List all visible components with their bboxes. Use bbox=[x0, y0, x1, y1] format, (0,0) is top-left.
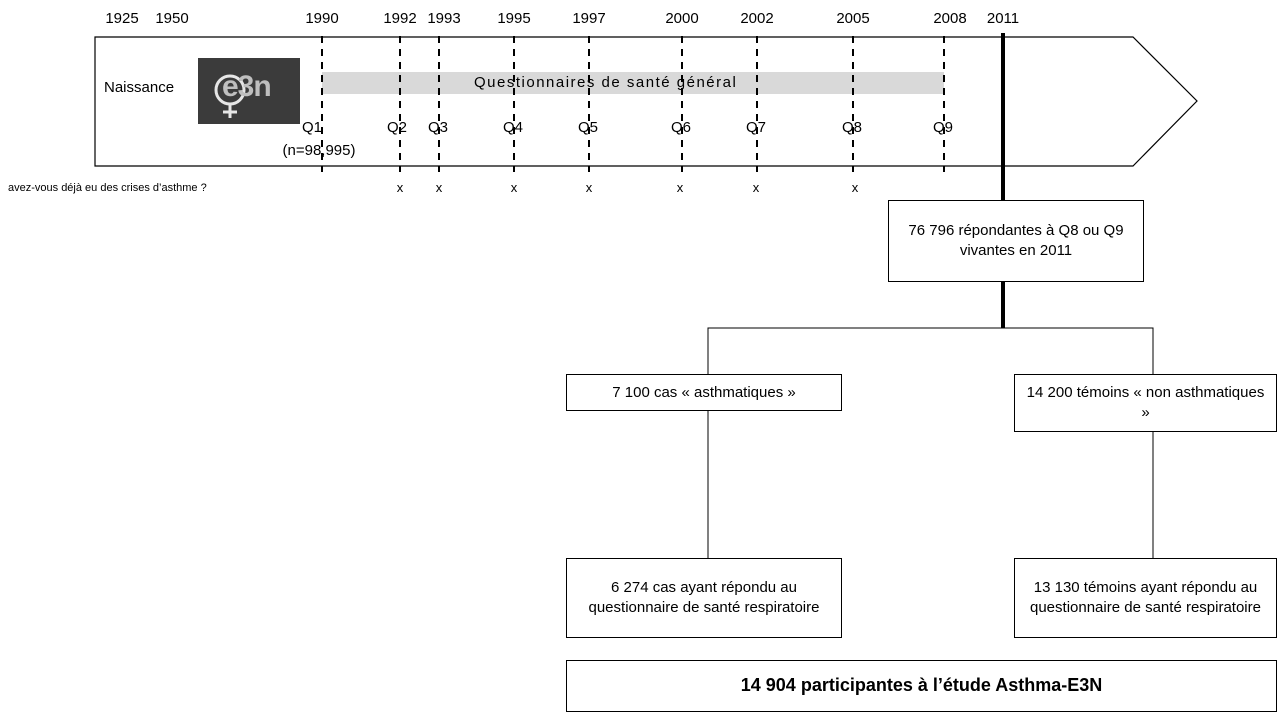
asthma-question: avez-vous déjà eu des crises d’asthme ? bbox=[8, 182, 207, 194]
year-label: 1950 bbox=[155, 10, 189, 27]
q-label: Q5 bbox=[577, 119, 599, 136]
naissance-label: Naissance bbox=[104, 79, 175, 96]
cases-responded-box: 6 274 cas ayant répondu au questionnaire… bbox=[566, 558, 842, 638]
year-label: 1997 bbox=[572, 10, 606, 27]
timeline-arrow bbox=[94, 36, 1198, 167]
year-label: 2011 bbox=[986, 10, 1020, 27]
q-label: Q8 bbox=[841, 119, 863, 136]
year-label: 1925 bbox=[105, 10, 139, 27]
asthma-mark: x bbox=[676, 180, 684, 195]
logo-text: e3n bbox=[222, 70, 272, 103]
q-label: Q2 bbox=[386, 119, 408, 136]
final-participants-box: 14 904 participantes à l’étude Asthma-E3… bbox=[566, 660, 1277, 712]
respondents-box: 76 796 répondantes à Q8 ou Q9 vivantes e… bbox=[888, 200, 1144, 282]
asthma-mark: x bbox=[435, 180, 443, 195]
year-label: 1992 bbox=[383, 10, 417, 27]
q1-count: (n=98,995) bbox=[282, 142, 356, 159]
q-label: Q3 bbox=[427, 119, 449, 136]
year-label: 2008 bbox=[933, 10, 967, 27]
questionnaire-bar-label: Questionnaires de santé général bbox=[474, 74, 738, 91]
year-label: 1995 bbox=[497, 10, 531, 27]
questionnaire-markers bbox=[321, 36, 945, 172]
asthma-mark: x bbox=[851, 180, 859, 195]
controls-box: 14 200 témoins « non asthmatiques » bbox=[1014, 374, 1277, 432]
q-label: Q1 bbox=[301, 119, 323, 136]
e3n-logo: e3n bbox=[198, 58, 300, 124]
cases-box: 7 100 cas « asthmatiques » bbox=[566, 374, 842, 411]
asthma-mark: x bbox=[396, 180, 404, 195]
diagram-lines bbox=[94, 33, 1198, 558]
asthma-mark: x bbox=[585, 180, 593, 195]
q-label: Q6 bbox=[670, 119, 692, 136]
branch-connector bbox=[707, 327, 1154, 374]
year-label: 2005 bbox=[836, 10, 870, 27]
venus-icon bbox=[214, 74, 246, 118]
q-label: Q9 bbox=[932, 119, 954, 136]
controls-responded-box: 13 130 témoins ayant répondu au question… bbox=[1014, 558, 1277, 638]
year-label: 2000 bbox=[665, 10, 699, 27]
year-label: 2002 bbox=[740, 10, 774, 27]
asthma-mark: x bbox=[752, 180, 760, 195]
asthma-mark: x bbox=[510, 180, 518, 195]
q-label: Q4 bbox=[502, 119, 524, 136]
questionnaire-bar bbox=[322, 72, 944, 94]
year-label: 1993 bbox=[427, 10, 461, 27]
q-label: Q7 bbox=[745, 119, 767, 136]
year-label: 1990 bbox=[305, 10, 339, 27]
